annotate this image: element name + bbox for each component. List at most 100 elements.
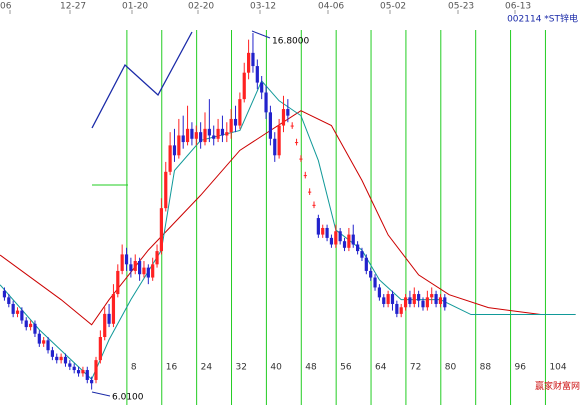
ma-line xyxy=(0,80,576,381)
candle-body xyxy=(408,297,412,304)
candle-body xyxy=(63,356,68,364)
candle-body xyxy=(321,227,325,235)
candle-body xyxy=(338,231,342,242)
candle-body xyxy=(185,128,190,143)
candle-body xyxy=(417,294,421,301)
candle-body xyxy=(421,300,425,308)
candle-body xyxy=(159,208,163,252)
x-tick-label: 40 xyxy=(270,363,282,373)
candle-body xyxy=(146,267,150,278)
x-tick-label: 104 xyxy=(549,363,566,373)
date-label: 06 xyxy=(0,2,12,12)
candle-body xyxy=(207,128,211,136)
candle-body xyxy=(277,125,281,156)
low-pointer xyxy=(91,391,111,397)
candle-body xyxy=(103,313,107,338)
candle-body xyxy=(2,290,7,298)
candle-body xyxy=(20,310,24,321)
candle-body xyxy=(11,303,15,314)
candle-body xyxy=(347,234,351,248)
candle-body xyxy=(181,135,185,143)
x-tick-label: 72 xyxy=(410,363,421,373)
candle-body xyxy=(151,264,155,278)
date-label: 05-02 xyxy=(380,2,406,12)
candle-body xyxy=(116,270,120,295)
candle-body xyxy=(342,241,347,248)
candle-body xyxy=(316,218,320,235)
candle-body xyxy=(251,52,255,67)
candle-body xyxy=(268,112,272,139)
candle-body xyxy=(303,175,307,177)
candle-body xyxy=(312,204,316,206)
candle-body xyxy=(308,191,312,193)
candle-body xyxy=(120,254,124,271)
candle-body xyxy=(281,109,286,126)
candle-body xyxy=(59,356,63,361)
candle-body xyxy=(46,340,50,351)
stock-title: 002114 *ST锌电 xyxy=(507,13,578,25)
date-label: 04-06 xyxy=(318,2,344,12)
candle-body xyxy=(76,370,81,374)
candle-body xyxy=(351,234,355,245)
candle-body xyxy=(98,337,102,361)
candle-body xyxy=(425,297,429,308)
candle-body xyxy=(434,294,438,304)
candle-body xyxy=(111,294,116,324)
candle-body xyxy=(138,261,142,275)
candle-body xyxy=(390,294,395,304)
candle-body xyxy=(430,294,434,298)
candle-body xyxy=(364,257,368,271)
candle-body xyxy=(360,251,364,258)
candle-body xyxy=(220,128,225,136)
candle-body xyxy=(225,132,229,136)
candle-body xyxy=(377,287,381,298)
x-tick-label: 56 xyxy=(340,363,352,373)
candle-body xyxy=(172,145,177,156)
candle-body xyxy=(369,270,373,278)
candle-body xyxy=(443,297,447,308)
candle-body xyxy=(203,128,207,143)
candle-body xyxy=(325,227,329,238)
candle-body xyxy=(382,297,386,304)
candle-body xyxy=(90,379,94,384)
candle-body xyxy=(133,261,137,271)
candle-body xyxy=(55,356,59,361)
candle-body xyxy=(247,52,251,73)
candle-body xyxy=(81,370,85,374)
candle-body xyxy=(334,231,338,245)
candle-body xyxy=(24,320,28,328)
date-label: 06-13 xyxy=(505,2,531,12)
candle-body xyxy=(155,251,159,265)
candle-body xyxy=(29,323,33,328)
date-label: 03-12 xyxy=(250,2,276,12)
wave-line xyxy=(91,31,193,129)
candle-body xyxy=(412,294,416,304)
date-label: 02-20 xyxy=(188,2,214,12)
candle-body xyxy=(164,171,168,209)
candle-body xyxy=(329,237,334,245)
candle-body xyxy=(233,118,238,126)
high-pointer xyxy=(251,30,271,39)
candle-body xyxy=(273,138,277,156)
date-label: 05-23 xyxy=(448,2,474,12)
x-tick-label: 80 xyxy=(445,363,457,373)
candle-body xyxy=(373,277,377,288)
candle-body xyxy=(294,142,299,144)
candle-body xyxy=(242,72,246,100)
candle-body xyxy=(33,323,37,334)
x-tick-label: 88 xyxy=(480,363,492,373)
candle-body xyxy=(7,297,11,304)
candle-body xyxy=(190,128,194,139)
candle-body xyxy=(403,297,408,308)
candle-body xyxy=(299,158,303,160)
candle-body xyxy=(124,254,129,265)
candle-body xyxy=(168,145,172,172)
candle-body xyxy=(42,340,46,344)
high-label: 16.8000 xyxy=(272,37,309,47)
candle-body xyxy=(238,99,242,126)
candle-body xyxy=(395,303,399,314)
candle-body xyxy=(129,264,133,271)
candle-body xyxy=(290,125,294,127)
candle-body xyxy=(142,267,146,275)
